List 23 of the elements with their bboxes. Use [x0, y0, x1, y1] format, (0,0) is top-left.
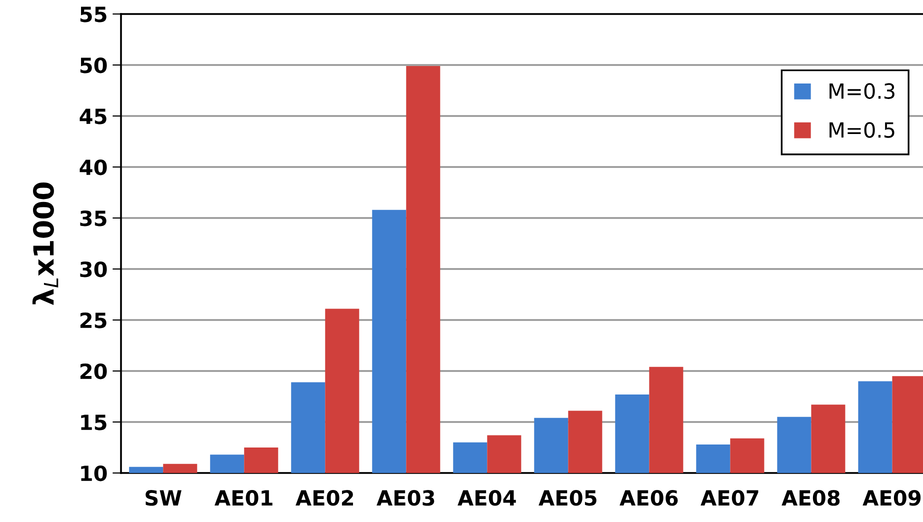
y-tick-label: 40	[80, 159, 107, 176]
y-tick-label: 50	[80, 57, 107, 74]
y-axis-title: λ$_{L}$x1000	[32, 182, 58, 306]
y-tick-label: 45	[80, 108, 106, 124]
x-tick-label: AE01	[214, 490, 272, 506]
legend-label: M=0.3	[830, 83, 894, 99]
y-tick-label: 20	[80, 363, 107, 380]
x-tick-label: AE04	[458, 490, 516, 506]
y-tick-label: 25	[80, 312, 106, 328]
x-tick-label: AE07	[700, 490, 758, 506]
x-tick-label: AE02	[296, 490, 354, 506]
x-tick-label: AE08	[782, 490, 840, 506]
y-tick-label: 35	[80, 210, 106, 226]
y-tick-label: 30	[80, 261, 107, 278]
y-tick-label: 10	[81, 465, 107, 482]
y-tick-label: 55	[80, 6, 106, 22]
x-tick-label: SW	[146, 490, 182, 506]
x-tick-label: AE05	[538, 490, 596, 506]
x-tick-label: AE06	[620, 490, 678, 506]
x-tick-label: AE09	[862, 490, 921, 506]
x-tick-label: AE03	[376, 490, 434, 506]
y-tick-label: 15	[81, 414, 106, 430]
legend-label: M=0.5	[830, 122, 894, 138]
